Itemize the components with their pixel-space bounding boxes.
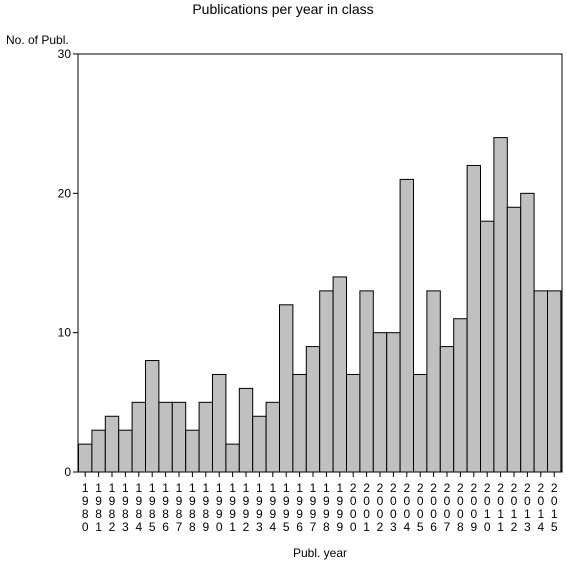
bar-1993 [252, 415, 267, 473]
bar-2009 [466, 164, 482, 473]
y-ticks-group: 0 10 20 30 [58, 47, 78, 479]
bar-1995 [279, 304, 294, 473]
bar-1998 [319, 290, 334, 473]
y-axis-label: No. of Publ. [6, 33, 69, 47]
bar-1985 [145, 360, 160, 473]
bar-1983 [118, 429, 133, 473]
bar-1982 [104, 415, 120, 473]
bar-1997 [305, 346, 321, 473]
x-axis-label: Publ. year [293, 546, 347, 560]
bar-2004 [399, 178, 415, 473]
bar-1987 [171, 401, 187, 473]
bar-1980 [78, 443, 93, 473]
bar-1991 [225, 443, 240, 473]
bar-1990 [212, 373, 227, 473]
bar-1981 [91, 429, 106, 473]
bar-2013 [520, 192, 535, 473]
bar-1994 [265, 401, 281, 473]
bar-1989 [198, 401, 214, 473]
y-tick-label: 0 [64, 465, 71, 479]
y-tick-label: 30 [58, 47, 72, 61]
y-tick-label: 10 [58, 326, 72, 340]
bar-2001 [359, 290, 374, 473]
bar-2011 [493, 137, 508, 473]
bar-2003 [386, 332, 401, 473]
bar-2002 [372, 332, 388, 473]
bars-group [78, 137, 562, 473]
bar-2012 [506, 206, 522, 473]
bar-1992 [238, 387, 254, 473]
bar-2007 [439, 346, 455, 473]
x-ticks-group: 1 9 8 0 1 9 8 1 1 9 8 2 1 9 8 3 1 9 8 4 1 9 8 5 1 9 8 6 1 9 8 7 1 9 8 8 1 9 8 9… [82, 472, 558, 534]
bar-2006 [426, 290, 441, 473]
bar-2005 [413, 373, 428, 473]
bar-1988 [185, 429, 200, 473]
bar-1986 [158, 401, 173, 473]
bar-2015 [547, 290, 562, 473]
bar-2008 [453, 318, 468, 473]
bar-1996 [292, 373, 307, 473]
bar-2014 [533, 290, 548, 473]
bar-1984 [131, 401, 147, 473]
chart-title: Publications per year in class [192, 1, 373, 17]
y-tick-label: 20 [58, 186, 72, 200]
bar-1999 [332, 276, 348, 473]
bar-2000 [346, 373, 361, 473]
bar-2010 [480, 220, 495, 473]
